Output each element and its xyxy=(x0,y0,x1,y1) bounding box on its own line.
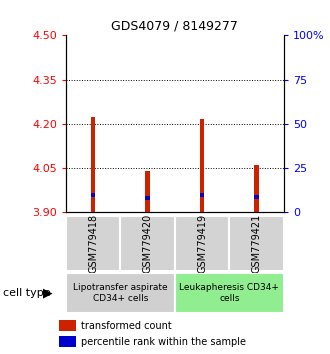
Bar xyxy=(91,193,95,197)
Bar xyxy=(254,165,259,212)
Bar xyxy=(66,273,175,313)
Bar xyxy=(200,120,204,212)
Bar xyxy=(254,195,259,199)
Bar xyxy=(200,197,204,212)
Text: transformed count: transformed count xyxy=(81,321,172,331)
Text: GSM779421: GSM779421 xyxy=(251,214,262,273)
Bar xyxy=(146,200,150,212)
Text: GSM779418: GSM779418 xyxy=(88,214,98,273)
Bar xyxy=(146,196,150,200)
Bar xyxy=(91,197,95,212)
Bar xyxy=(59,320,76,331)
Bar xyxy=(120,216,175,271)
Text: ▶: ▶ xyxy=(43,286,53,299)
Text: Lipotransfer aspirate
CD34+ cells: Lipotransfer aspirate CD34+ cells xyxy=(73,283,168,303)
Text: GSM779419: GSM779419 xyxy=(197,214,207,273)
Bar xyxy=(229,216,284,271)
Title: GDS4079 / 8149277: GDS4079 / 8149277 xyxy=(112,20,238,33)
Text: GSM779420: GSM779420 xyxy=(143,214,153,273)
Bar xyxy=(175,273,284,313)
Bar xyxy=(175,216,229,271)
Bar xyxy=(91,116,95,212)
Bar xyxy=(66,216,120,271)
Text: percentile rank within the sample: percentile rank within the sample xyxy=(81,337,246,347)
Bar xyxy=(254,199,259,212)
Bar xyxy=(200,193,204,197)
Bar xyxy=(146,171,150,212)
Bar xyxy=(59,336,76,347)
Text: cell type: cell type xyxy=(3,288,51,298)
Text: Leukapheresis CD34+
cells: Leukapheresis CD34+ cells xyxy=(180,283,279,303)
